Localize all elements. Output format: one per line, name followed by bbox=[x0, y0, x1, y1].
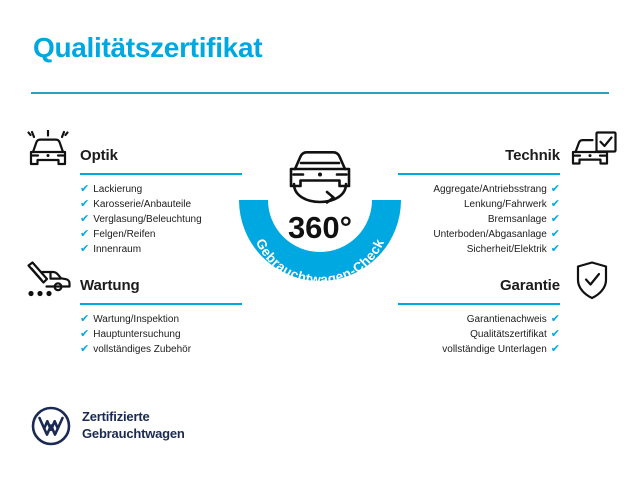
list-item: Aggregate/Antriebsstrang ✔ bbox=[433, 182, 560, 197]
section-technik: Technik Aggregate/Antriebsstrang ✔ Lenkun… bbox=[390, 128, 618, 255]
section-divider bbox=[80, 303, 242, 305]
list-item: Lenkung/Fahrwerk ✔ bbox=[433, 197, 560, 212]
list-item: Unterboden/Abgasanlage ✔ bbox=[433, 227, 560, 242]
list-item-label: Garantienachweis bbox=[466, 314, 547, 325]
section-optik: Optik ✔ Lackierung ✔ Karosserie/Anbauteile… bbox=[22, 128, 250, 255]
section-wartung: Wartung ✔ Wartung/Inspektion ✔ Hauptunters… bbox=[22, 258, 250, 355]
vw-certified-logo: Zertifizierte Gebrauchtwagen bbox=[31, 406, 185, 446]
list-item-label: Qualitätszertifikat bbox=[470, 329, 547, 340]
list-item-label: vollständiges Zubehör bbox=[93, 344, 192, 355]
list-item-label: Verglasung/Beleuchtung bbox=[93, 214, 202, 225]
check-icon: ✔ bbox=[550, 243, 560, 255]
list-item-label: Innenraum bbox=[93, 244, 142, 255]
check-icon: ✔ bbox=[550, 343, 560, 355]
section-header: Optik bbox=[22, 128, 250, 175]
list-item: ✔ Innenraum bbox=[80, 242, 202, 257]
car-service-wrench-icon bbox=[22, 260, 74, 302]
list-item-label: Hauptuntersuchung bbox=[93, 329, 181, 340]
list-item: ✔ Felgen/Reifen bbox=[80, 227, 202, 242]
vw-roundel-icon bbox=[31, 406, 71, 446]
section-title: Wartung bbox=[80, 277, 140, 294]
vw-logo-line1: Zertifizierte bbox=[82, 409, 150, 425]
check-icon: ✔ bbox=[80, 243, 90, 255]
list-item-label: Lackierung bbox=[93, 184, 143, 195]
check-icon: ✔ bbox=[80, 328, 90, 340]
car-rotate-360-icon bbox=[289, 151, 351, 204]
vw-logo-text: Zertifizierte Gebrauchtwagen bbox=[82, 409, 185, 442]
check-icon: ✔ bbox=[80, 343, 90, 355]
list-item-label: Lenkung/Fahrwerk bbox=[463, 199, 547, 210]
list-item: ✔ Hauptuntersuchung bbox=[80, 327, 191, 342]
check-icon: ✔ bbox=[550, 183, 560, 195]
section-garantie: Garantie Garantienachweis ✔ Qualitätszert… bbox=[390, 258, 618, 355]
check-icon: ✔ bbox=[550, 313, 560, 325]
section-header: Technik bbox=[390, 128, 618, 175]
section-header: Garantie bbox=[390, 258, 618, 305]
checklist: Garantienachweis ✔ Qualitätszertifikat ✔ v… bbox=[442, 312, 560, 357]
checklist: ✔ Lackierung ✔ Karosserie/Anbauteile ✔ Verg… bbox=[80, 182, 202, 257]
list-item-label: Wartung/Inspektion bbox=[93, 314, 180, 325]
checklist: ✔ Wartung/Inspektion ✔ Hauptuntersuchung ✔… bbox=[80, 312, 191, 357]
section-title: Optik bbox=[80, 147, 118, 164]
list-item: vollständige Unterlagen ✔ bbox=[442, 342, 560, 357]
car-front-shine-icon bbox=[22, 129, 74, 172]
check-icon: ✔ bbox=[550, 328, 560, 340]
list-item-label: Aggregate/Antriebsstrang bbox=[433, 184, 547, 195]
list-item: ✔ Karosserie/Anbauteile bbox=[80, 197, 202, 212]
vw-logo-line2: Gebrauchtwagen bbox=[82, 426, 185, 441]
check-icon: ✔ bbox=[80, 213, 90, 225]
list-item: Garantienachweis ✔ bbox=[442, 312, 560, 327]
badge-ring bbox=[239, 199, 401, 281]
section-divider bbox=[398, 303, 560, 305]
title-divider bbox=[31, 92, 609, 94]
section-divider bbox=[398, 173, 560, 175]
list-item: ✔ Wartung/Inspektion bbox=[80, 312, 191, 327]
check-icon: ✔ bbox=[550, 228, 560, 240]
list-item-label: Bremsanlage bbox=[487, 214, 547, 225]
list-item: Bremsanlage ✔ bbox=[433, 212, 560, 227]
check-icon: ✔ bbox=[80, 183, 90, 195]
check-icon: ✔ bbox=[550, 213, 560, 225]
car-front-checkbox-icon bbox=[566, 130, 618, 172]
check-icon: ✔ bbox=[550, 198, 560, 210]
check-icon: ✔ bbox=[80, 198, 90, 210]
badge-center-label: 360° bbox=[288, 210, 352, 245]
badge-360-gebrauchtwagen-check: 360° Gebrauchtwagen-Check bbox=[232, 122, 408, 308]
section-title: Garantie bbox=[499, 277, 560, 294]
check-icon: ✔ bbox=[80, 228, 90, 240]
list-item-label: Sicherheit/Elektrik bbox=[466, 244, 547, 255]
list-item-label: Unterboden/Abgasanlage bbox=[433, 229, 547, 240]
list-item: Qualitätszertifikat ✔ bbox=[442, 327, 560, 342]
section-header: Wartung bbox=[22, 258, 250, 305]
page-title: Qualitätszertifikat bbox=[33, 32, 263, 63]
list-item: ✔ Verglasung/Beleuchtung bbox=[80, 212, 202, 227]
shield-check-icon bbox=[566, 260, 618, 302]
list-item: ✔ vollständiges Zubehör bbox=[80, 342, 191, 357]
list-item-label: Karosserie/Anbauteile bbox=[93, 199, 192, 210]
list-item: Sicherheit/Elektrik ✔ bbox=[433, 242, 560, 257]
section-title: Technik bbox=[505, 147, 560, 164]
section-divider bbox=[80, 173, 242, 175]
list-item-label: Felgen/Reifen bbox=[93, 229, 156, 240]
list-item: ✔ Lackierung bbox=[80, 182, 202, 197]
list-item-label: vollständige Unterlagen bbox=[442, 344, 547, 355]
checklist: Aggregate/Antriebsstrang ✔ Lenkung/Fahrwe… bbox=[433, 182, 560, 257]
check-icon: ✔ bbox=[80, 313, 90, 325]
